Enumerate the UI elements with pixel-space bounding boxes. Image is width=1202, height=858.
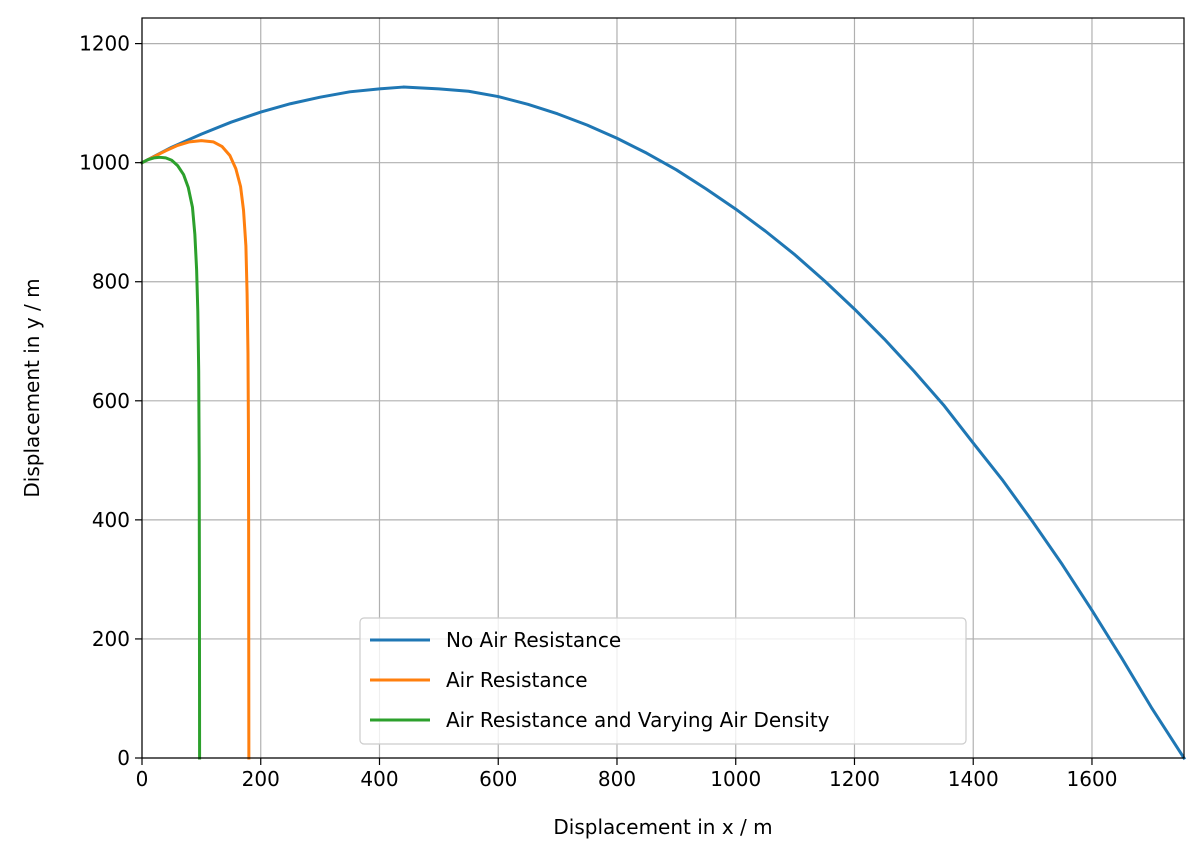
y-axis-title: Displacement in y / m [20, 278, 44, 497]
x-tick-label: 1000 [710, 767, 761, 791]
plot-lines [139, 85, 1187, 761]
x-tick-label: 800 [598, 767, 636, 791]
x-tick-label: 200 [242, 767, 280, 791]
x-tick-label: 1400 [948, 767, 999, 791]
x-axis-title: Displacement in x / m [553, 815, 772, 839]
legend-label: Air Resistance and Varying Air Density [446, 708, 830, 732]
x-tick-label: 600 [479, 767, 517, 791]
x-tick-label: 400 [360, 767, 398, 791]
legend: No Air Resistance Air Resistance Air Resis… [359, 617, 967, 745]
y-tick-label: 1000 [79, 151, 130, 175]
y-tick-label: 0 [117, 746, 130, 770]
series-line-2 [139, 139, 251, 760]
series-line-3 [139, 155, 202, 760]
y-tick-label: 600 [92, 389, 130, 413]
series-line-1 [139, 85, 1187, 761]
y-tick-label: 1200 [79, 32, 130, 56]
y-tick-label: 200 [92, 627, 130, 651]
legend-box [359, 617, 967, 745]
legend-label: No Air Resistance [446, 628, 621, 652]
ticks: 0 200 400 600 800 1000 1200 1400 1600 0 200 400 600 8… [79, 32, 1117, 791]
y-tick-label: 400 [92, 508, 130, 532]
x-tick-label: 1200 [829, 767, 880, 791]
x-tick-label: 1600 [1067, 767, 1118, 791]
axes-frame [141, 17, 1185, 759]
y-tick-label: 800 [92, 270, 130, 294]
x-tick-label: 0 [136, 767, 149, 791]
legend-label: Air Resistance [446, 668, 588, 692]
